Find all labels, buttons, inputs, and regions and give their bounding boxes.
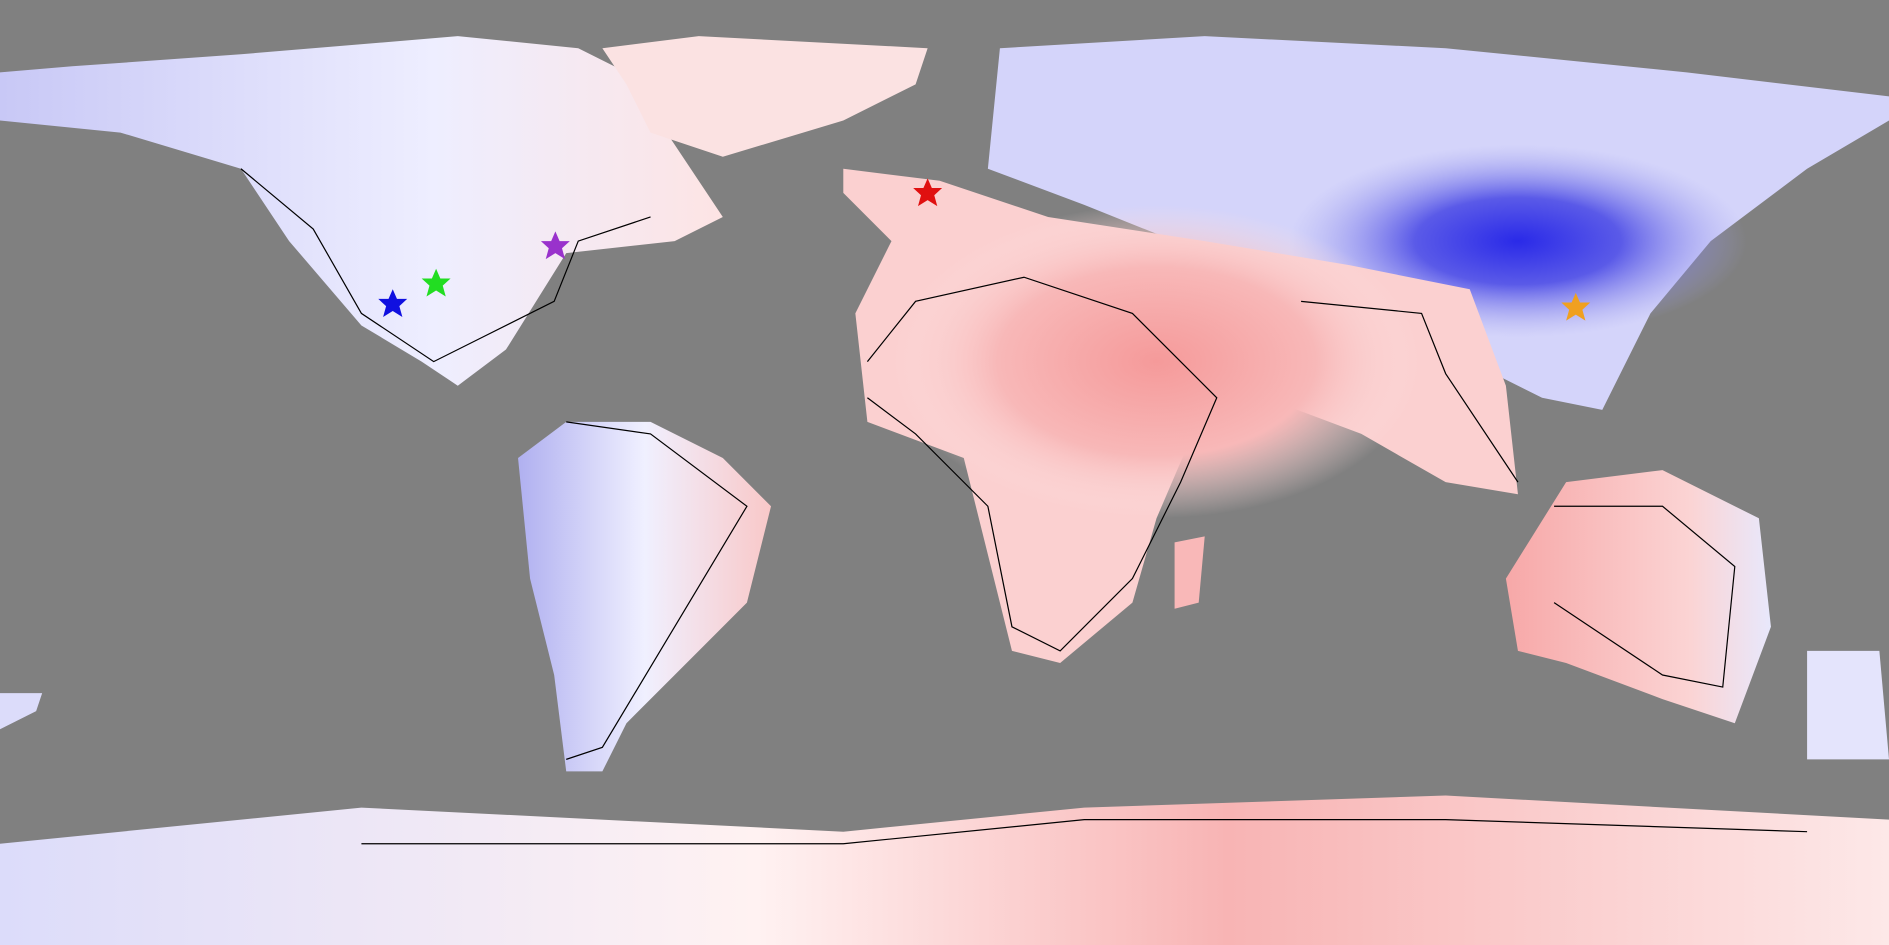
star-marker	[913, 178, 943, 207]
south-america	[518, 421, 772, 772]
antarctica	[0, 795, 1889, 945]
new-zealand	[1807, 650, 1889, 760]
australia	[1505, 470, 1771, 724]
star-marker	[1561, 292, 1591, 321]
star-marker	[421, 268, 451, 297]
stars	[378, 178, 1591, 321]
greenland	[602, 36, 928, 157]
south-pacific-patch	[0, 693, 43, 730]
star-marker	[378, 289, 408, 318]
star-marker	[540, 231, 570, 260]
madagascar	[1174, 536, 1205, 609]
middle-east-anomaly	[891, 204, 1422, 519]
coastline	[240, 168, 1808, 845]
north-america	[0, 36, 723, 386]
